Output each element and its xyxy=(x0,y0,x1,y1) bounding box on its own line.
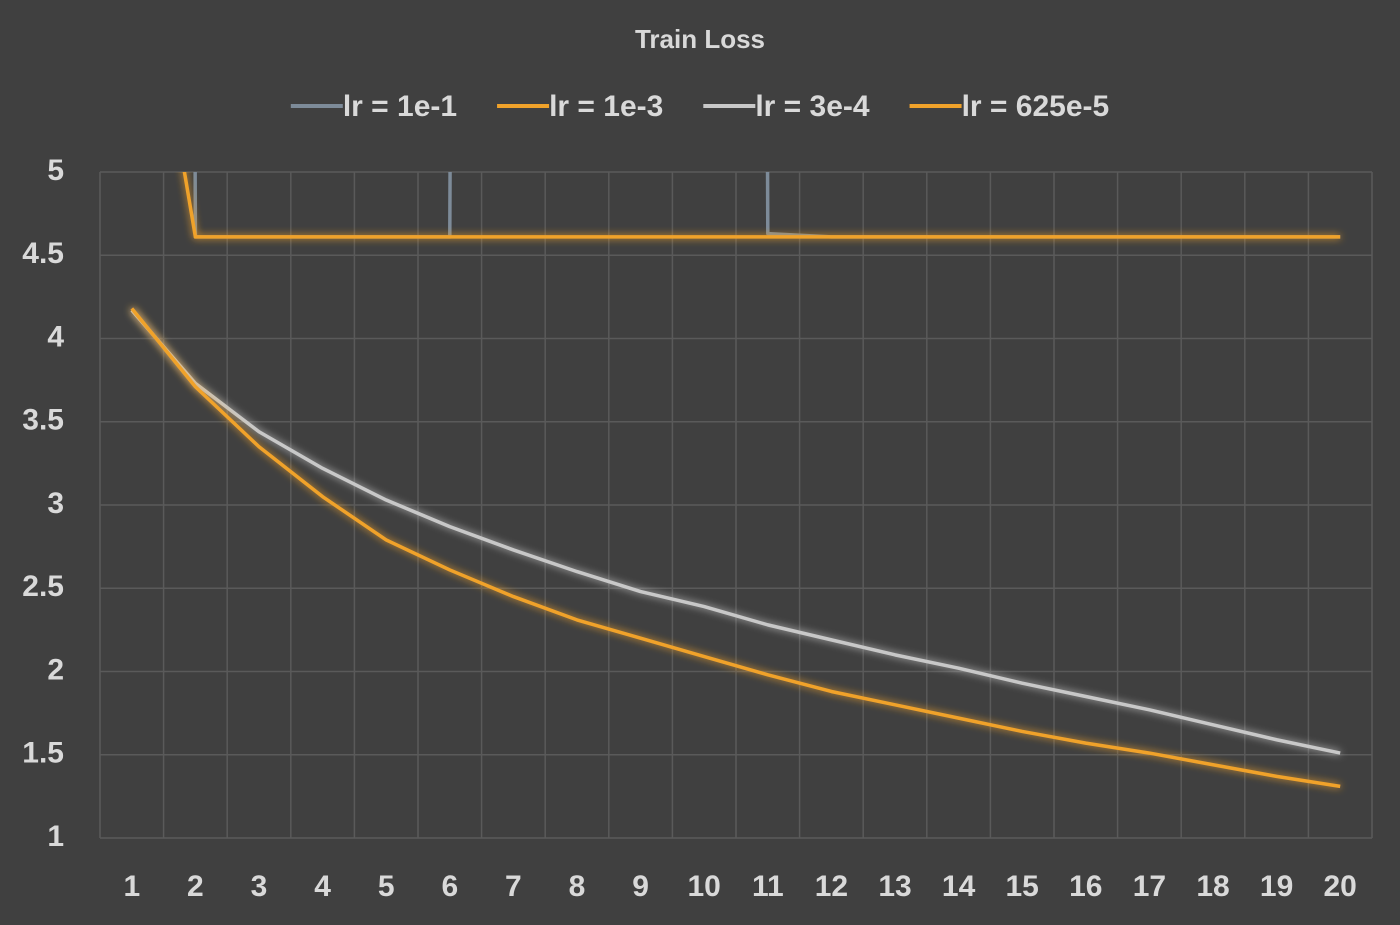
x-tick-label: 13 xyxy=(878,870,911,903)
y-tick-label: 2.5 xyxy=(22,570,64,603)
x-tick-label: 7 xyxy=(505,870,522,903)
series-line xyxy=(130,309,1341,755)
y-tick-label: 1 xyxy=(47,820,64,853)
x-tick-label: 6 xyxy=(441,870,458,903)
x-tick-label: 14 xyxy=(942,870,976,903)
x-tick-label: 10 xyxy=(688,870,721,903)
y-tick-label: 3.5 xyxy=(22,404,64,437)
x-tick-label: 16 xyxy=(1069,870,1102,903)
legend-item: lr = 1e-3 xyxy=(497,90,663,123)
grid xyxy=(99,171,1373,839)
x-tick-label: 17 xyxy=(1133,870,1166,903)
y-tick-label: 4.5 xyxy=(22,237,64,270)
x-tick-label: 3 xyxy=(251,870,268,903)
x-tick-label: 1 xyxy=(123,870,140,903)
y-tick-label: 5 xyxy=(47,154,64,187)
x-tick-label: 8 xyxy=(569,870,586,903)
chart-title: Train Loss xyxy=(635,24,765,54)
series-line xyxy=(130,307,1341,789)
x-tick-label: 4 xyxy=(314,870,331,903)
legend-item: lr = 1e-1 xyxy=(290,90,457,123)
legend-item: lr = 625e-5 xyxy=(909,90,1110,123)
x-tick-label: 12 xyxy=(815,870,848,903)
legend-label: lr = 625e-5 xyxy=(962,90,1110,123)
y-tick-label: 2 xyxy=(47,653,64,686)
x-tick-label: 18 xyxy=(1196,870,1229,903)
legend-label: lr = 1e-3 xyxy=(549,90,663,123)
y-tick-label: 1.5 xyxy=(22,737,64,770)
legend-label: lr = 3e-4 xyxy=(755,90,870,123)
legend: lr = 1e-1 lr = 1e-3 lr = 3e-4 lr = 625e-5 xyxy=(290,90,1110,123)
x-tick-label: 15 xyxy=(1006,870,1039,903)
x-tick-label: 11 xyxy=(752,870,784,903)
plot-area xyxy=(130,172,1341,789)
x-tick-label: 20 xyxy=(1324,870,1357,903)
x-tick-label: 5 xyxy=(378,870,395,903)
legend-label: lr = 1e-1 xyxy=(343,90,457,123)
y-tick-label: 3 xyxy=(47,487,64,520)
legend-item: lr = 3e-4 xyxy=(703,90,870,123)
series-line xyxy=(182,172,1341,239)
x-tick-label: 9 xyxy=(632,870,649,903)
x-tick-label: 2 xyxy=(187,870,204,903)
y-tick-label: 4 xyxy=(47,320,64,353)
x-tick-label: 19 xyxy=(1260,870,1293,903)
